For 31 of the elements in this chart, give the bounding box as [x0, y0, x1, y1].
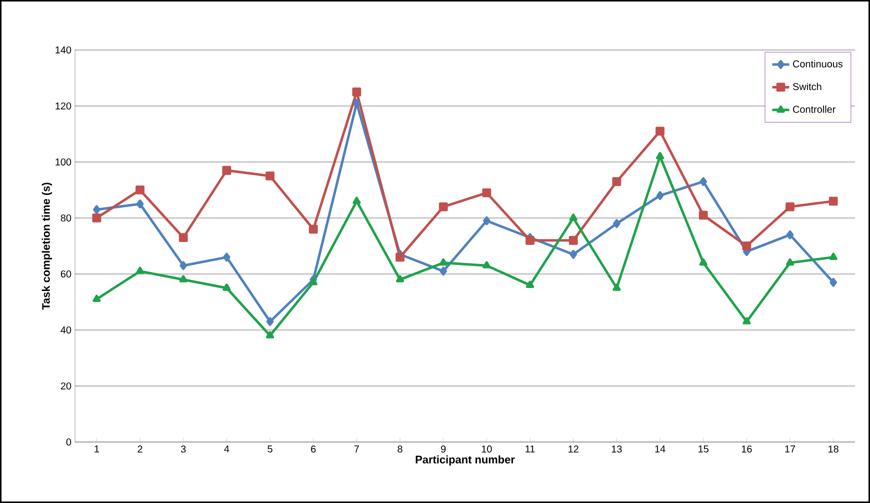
x-tick-label: 13 — [612, 446, 622, 453]
x-tick-label: 11 — [526, 446, 535, 452]
x-tick-label: 2 — [138, 446, 142, 452]
x-tick-label: 16 — [742, 446, 752, 453]
y-axis-title: Task completion time (s) — [42, 182, 52, 310]
y-tick-label: 20 — [60, 382, 72, 390]
x-tick-label: 1 — [94, 446, 99, 452]
x-tick-label: 14 — [655, 446, 666, 452]
x-tick-label: 15 — [698, 446, 708, 452]
x-tick-label: 18 — [828, 446, 838, 453]
y-tick-label: 80 — [60, 214, 72, 222]
x-tick-label: 4 — [224, 446, 230, 452]
x-tick-label: 3 — [180, 446, 186, 453]
x-tick-label: 5 — [268, 446, 272, 452]
x-axis-title: Participant number — [416, 455, 515, 466]
legend-label: Switch — [792, 82, 822, 90]
y-tick-label: 60 — [60, 270, 72, 278]
x-tick-label: 9 — [441, 446, 446, 453]
y-tick-label: 120 — [56, 102, 72, 110]
x-tick-label: 12 — [568, 446, 578, 452]
x-tick-label: 10 — [482, 446, 492, 453]
y-tick-label: 140 — [56, 46, 72, 54]
legend-label: Controller — [793, 106, 836, 113]
legend-label: Continuous — [793, 60, 843, 68]
y-tick-label: 0 — [66, 438, 72, 446]
y-tick-label: 100 — [56, 158, 72, 166]
x-tick-label: 17 — [785, 446, 796, 452]
x-tick-label: 7 — [354, 446, 359, 452]
x-tick-label: 8 — [398, 446, 402, 453]
y-tick-label: 40 — [60, 326, 72, 334]
x-tick-label: 6 — [311, 446, 316, 453]
